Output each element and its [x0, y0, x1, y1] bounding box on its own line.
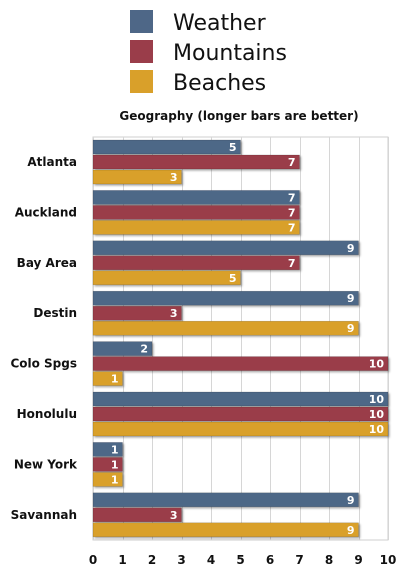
bar-mountains-0	[92, 154, 300, 170]
data-label-beaches-6: 1	[111, 473, 119, 486]
x-tick-9: 9	[354, 553, 362, 567]
bars: 5 7 3 7 7 7 9 7 5 9 3 9 2 10 1 10 10 10 1 1 1 9 3 9	[92, 139, 389, 538]
data-label-mountains-3: 3	[170, 307, 178, 320]
data-label-beaches-0: 3	[170, 171, 178, 184]
legend: Weather Mountains Beaches	[130, 10, 287, 96]
bar-weather-3	[92, 290, 359, 306]
data-label-mountains-7: 3	[170, 509, 178, 522]
category-label-7: Savannah	[11, 508, 77, 522]
x-tick-8: 8	[325, 553, 333, 567]
bar-mountains-2	[92, 255, 300, 271]
data-label-beaches-7: 9	[347, 524, 355, 537]
bar-beaches-7	[92, 522, 359, 538]
category-label-2: Bay Area	[17, 256, 77, 270]
legend-swatch-weather	[130, 10, 153, 33]
x-tick-5: 5	[236, 553, 244, 567]
bar-mountains-6	[92, 457, 123, 472]
data-label-beaches-1: 7	[288, 221, 296, 234]
data-label-weather-2: 9	[347, 242, 355, 255]
bar-mountains-4	[92, 356, 389, 371]
bar-beaches-3	[92, 320, 359, 336]
category-labels: Atlanta Auckland Bay Area Destin Colo Spgs Ho…	[10, 155, 78, 522]
legend-swatch-mountains	[130, 40, 153, 63]
data-label-mountains-4: 10	[369, 358, 385, 371]
category-label-0: Atlanta	[27, 155, 77, 169]
bar-beaches-6	[92, 472, 123, 487]
bar-weather-1	[92, 190, 300, 205]
category-label-5: Honolulu	[17, 407, 77, 421]
data-label-weather-1: 7	[288, 191, 296, 204]
data-label-beaches-5: 10	[369, 423, 385, 436]
data-label-beaches-4: 1	[111, 373, 119, 386]
data-label-mountains-0: 7	[288, 156, 296, 169]
x-axis: 0 1 2 3 4 5 6 7 8 9 10	[89, 553, 397, 567]
bar-weather-0	[92, 139, 241, 155]
bar-weather-7	[92, 492, 359, 508]
legend-label-weather: Weather	[173, 11, 267, 36]
x-tick-6: 6	[266, 553, 274, 567]
category-label-6: New York	[14, 457, 78, 471]
data-label-weather-7: 9	[347, 494, 355, 507]
data-label-weather-6: 1	[111, 443, 119, 456]
chart-title: Geography (longer bars are better)	[119, 109, 358, 123]
category-label-3: Destin	[33, 306, 77, 320]
legend-label-mountains: Mountains	[173, 41, 287, 66]
bar-beaches-1	[92, 220, 300, 235]
bar-beaches-0	[92, 169, 182, 185]
data-label-beaches-3: 9	[347, 322, 355, 335]
bar-weather-2	[92, 240, 359, 256]
x-tick-2: 2	[148, 553, 156, 567]
legend-label-beaches: Beaches	[173, 71, 266, 96]
bar-weather-4	[92, 341, 153, 356]
bar-weather-5	[92, 391, 389, 407]
bar-mountains-7	[92, 507, 182, 523]
bar-mountains-1	[92, 205, 300, 220]
data-label-weather-0: 5	[229, 141, 237, 154]
bar-mountains-5	[92, 406, 389, 422]
bar-beaches-5	[92, 421, 389, 437]
x-tick-4: 4	[207, 553, 215, 567]
data-label-weather-4: 2	[140, 343, 148, 356]
bar-weather-6	[92, 442, 123, 457]
category-label-1: Auckland	[15, 205, 77, 219]
x-tick-0: 0	[89, 553, 97, 567]
data-label-beaches-2: 5	[229, 272, 237, 285]
bar-beaches-2	[92, 270, 241, 286]
data-label-mountains-6: 1	[111, 458, 119, 471]
x-tick-10: 10	[380, 553, 397, 567]
bar-mountains-3	[92, 305, 182, 321]
x-tick-3: 3	[177, 553, 185, 567]
legend-swatch-beaches	[130, 70, 153, 93]
data-label-mountains-1: 7	[288, 206, 296, 219]
category-label-4: Colo Spgs	[10, 357, 77, 371]
data-label-weather-5: 10	[369, 393, 385, 406]
x-tick-1: 1	[118, 553, 126, 567]
x-tick-7: 7	[295, 553, 303, 567]
data-label-mountains-5: 10	[369, 408, 385, 421]
data-label-mountains-2: 7	[288, 257, 296, 270]
bar-beaches-4	[92, 371, 123, 386]
data-label-weather-3: 9	[347, 292, 355, 305]
